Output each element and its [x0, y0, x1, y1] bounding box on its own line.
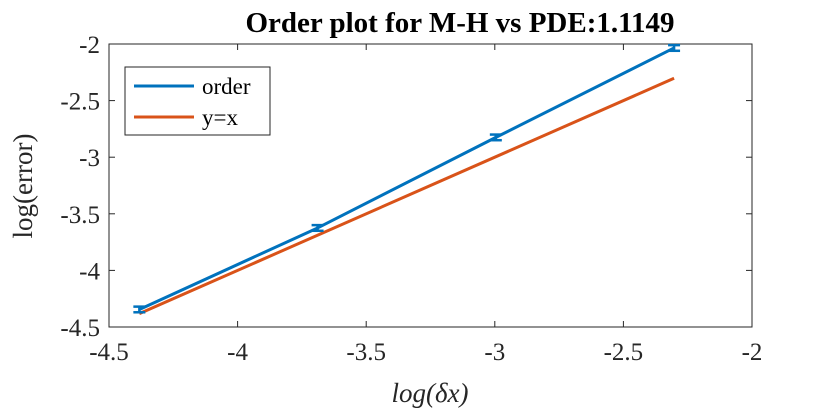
- x-axis-label: log(δx): [391, 378, 468, 408]
- y-tick-label: -2: [79, 32, 100, 59]
- y-tick-label: -2.5: [60, 89, 100, 116]
- y-tick-label: -4: [79, 258, 100, 285]
- x-tick-label: -4: [227, 339, 248, 366]
- x-tick-label: -2.5: [604, 339, 644, 366]
- error-bar: [133, 305, 146, 314]
- y-tick-label: -3: [79, 145, 100, 172]
- error-bar: [489, 133, 502, 142]
- y-tick-label: -3.5: [60, 202, 100, 229]
- legend: order y=x: [124, 66, 271, 136]
- x-tick-label: -4.5: [89, 339, 129, 366]
- chart-title: Order plot for M-H vs PDE:1.1149: [245, 7, 674, 39]
- y-axis-label: log(error): [8, 134, 38, 239]
- plot-area: -4.5 -4 -3.5 -3 -2.5 -2 -2 -2.5 -3 -3.5 -4 -4.5: [60, 32, 762, 366]
- legend-label-y-equals-x: y=x: [202, 105, 238, 130]
- error-bar: [311, 223, 324, 233]
- x-tick-label: -3: [484, 339, 505, 366]
- x-tick-label: -2: [742, 339, 763, 366]
- series-line-order: [138, 46, 675, 311]
- legend-label-order: order: [202, 74, 251, 99]
- x-tick-label: -3.5: [346, 339, 386, 366]
- legend-box: [124, 66, 271, 136]
- series-line-y-x: [138, 76, 675, 316]
- axes-box: [108, 43, 753, 328]
- error-bar: [668, 43, 681, 53]
- y-tick-label: -4.5: [60, 315, 100, 342]
